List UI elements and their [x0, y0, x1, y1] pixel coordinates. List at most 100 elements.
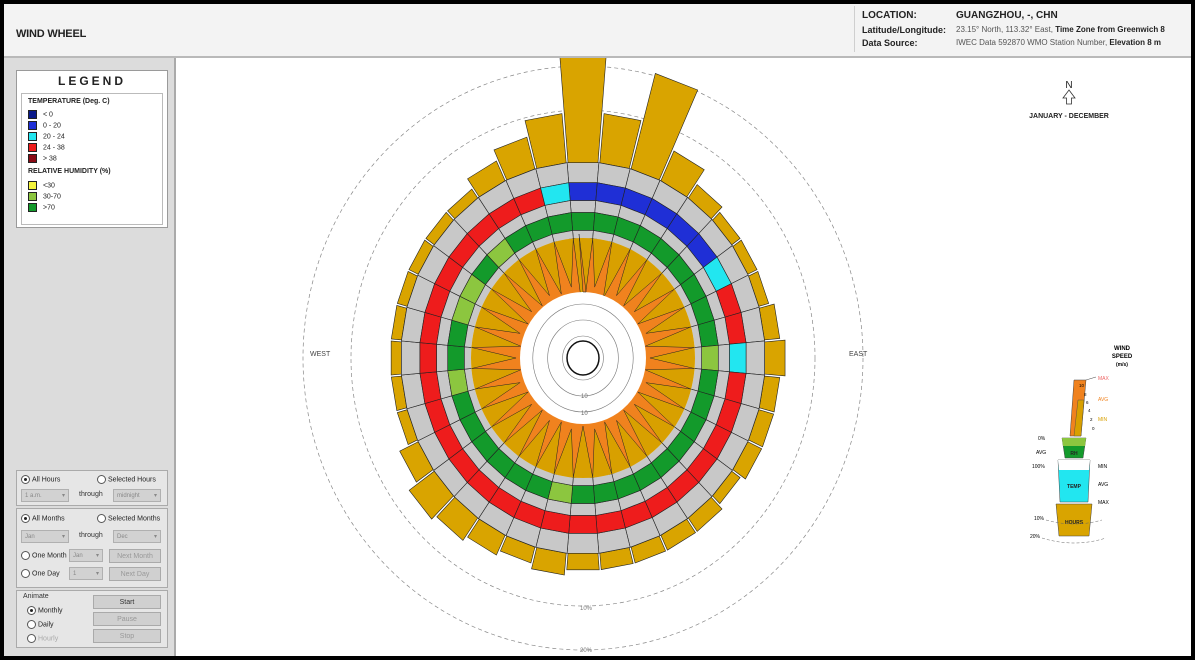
pause-button[interactable]: Pause — [93, 612, 161, 626]
monthly-radio[interactable]: Monthly — [27, 606, 63, 615]
hour-from-select[interactable]: 1 a.m. ▾ — [21, 489, 69, 502]
latlon-value: 23.15° North, 113.32° East, — [956, 25, 1053, 34]
rh-avg: AVG — [1036, 450, 1046, 456]
temp-avg: AVG — [1098, 482, 1108, 488]
east-label: EAST — [849, 351, 868, 358]
compass-north: N — [1065, 80, 1072, 91]
one-month-select[interactable]: Jan ▾ — [69, 549, 103, 562]
speed-legend-title: WIND — [1114, 346, 1131, 352]
legend-swatch — [28, 121, 37, 130]
tick-4: 4 — [1088, 408, 1091, 413]
speed-legend-title: SPEED — [1112, 354, 1133, 360]
app-window: WIND WHEEL LOCATION: GUANGZHOU, -, CHN L… — [4, 4, 1191, 656]
source-value: IWEC Data 592870 WMO Station Number, — [956, 38, 1108, 47]
hourly-radio[interactable]: Hourly — [27, 634, 58, 643]
hour-to-select[interactable]: midnight ▾ — [113, 489, 161, 502]
through-label: through — [79, 491, 103, 498]
one-day-radio[interactable]: One Day — [21, 569, 60, 578]
speed-ring — [562, 335, 604, 381]
inner-tick: 10 — [581, 394, 588, 400]
legend-swatch — [28, 203, 37, 212]
latlon-label: Latitude/Longitude: — [862, 25, 946, 35]
months-box: All Months Selected Months Jan ▾ through … — [16, 508, 168, 588]
next-month-button[interactable]: Next Month — [109, 549, 161, 563]
temp-min: MIN — [1098, 464, 1108, 470]
one-day-select[interactable]: 1 ▾ — [69, 567, 103, 580]
legend-temp-item: < 0 — [28, 110, 53, 119]
speed-ring — [532, 303, 634, 413]
center-circle — [566, 340, 600, 376]
speed-cone-inner — [1073, 399, 1085, 437]
all-months-radio[interactable]: All Months — [21, 514, 65, 523]
humidity-segment — [570, 485, 596, 504]
gray-ring-segment — [569, 503, 597, 516]
hours-10pct: 10% — [1034, 516, 1045, 522]
hours-bar — [764, 339, 786, 377]
legend-box: TEMPERATURE (Deg. C) < 0 0 - 20 20 - 24 … — [21, 93, 163, 225]
tick-10: 10 — [1079, 383, 1085, 388]
legend-temp-item: 24 - 38 — [28, 143, 65, 152]
max-label: MAX — [1098, 376, 1110, 382]
month-to-select[interactable]: Dec ▾ — [113, 530, 161, 543]
hours-label: HOURS — [1065, 520, 1084, 526]
animate-box: Animate Monthly Daily Hourly Start Pause… — [16, 590, 168, 648]
hours-bar — [390, 340, 402, 376]
legend: LEGEND TEMPERATURE (Deg. C) < 0 0 - 20 2… — [16, 70, 168, 228]
next-day-button[interactable]: Next Day — [109, 567, 161, 581]
month-from-select[interactable]: Jan ▾ — [21, 530, 69, 543]
legend-swatch — [28, 110, 37, 119]
legend-temp-item: > 38 — [28, 154, 57, 163]
gray-ring-segment — [745, 340, 765, 376]
hours-20pct: 20% — [1030, 534, 1041, 540]
speed-legend-units: (m/s) — [1116, 362, 1128, 368]
tick-8: 8 — [1084, 392, 1087, 397]
temperature-segment — [568, 182, 598, 201]
pct10-label: 10% — [580, 606, 593, 612]
gray-ring-segment — [693, 346, 702, 370]
gray-ring-segment — [566, 162, 600, 183]
legend-swatch — [28, 143, 37, 152]
legend-rh-item: 30-70 — [28, 192, 61, 201]
legend-swatch — [28, 154, 37, 163]
legend-swatch — [28, 181, 37, 190]
animate-label: Animate — [23, 593, 49, 600]
selected-months-radio[interactable]: Selected Months — [97, 514, 160, 523]
start-button[interactable]: Start — [93, 595, 161, 609]
avg-label: AVG — [1098, 397, 1108, 403]
humidity-segment — [447, 344, 465, 372]
all-hours-radio[interactable]: All Hours — [21, 475, 60, 484]
hours-box: All Hours Selected Hours 1 a.m. ▾ through… — [16, 470, 168, 506]
one-month-radio[interactable]: One Month — [21, 551, 67, 560]
temperature-segment — [419, 342, 437, 374]
selected-hours-radio[interactable]: Selected Hours — [97, 475, 156, 484]
controls-panel: All Hours Selected Hours 1 a.m. ▾ through… — [16, 470, 168, 650]
temperature-heading: TEMPERATURE (Deg. C) — [28, 98, 110, 105]
stop-button[interactable]: Stop — [93, 629, 161, 643]
gray-ring-segment — [572, 477, 594, 486]
period-label: JANUARY - DECEMBER — [1029, 113, 1109, 120]
app-title: WIND WHEEL — [16, 28, 87, 40]
source-label: Data Source: — [862, 38, 918, 48]
temp-label: TEMP — [1067, 484, 1082, 490]
humidity-heading: RELATIVE HUMIDITY (%) — [28, 168, 111, 175]
gray-ring-segment — [569, 200, 597, 213]
wind-wheel-chart: WEST EAST 10% 20% 10 10 N JANUARY - DECE… — [302, 58, 1133, 654]
gray-ring-segment — [464, 346, 473, 370]
inner-tick: 10 — [581, 411, 588, 417]
gray-ring-segment — [572, 230, 594, 239]
daily-radio[interactable]: Daily — [27, 620, 54, 629]
temp-max: MAX — [1098, 500, 1110, 506]
humidity-segment — [701, 344, 719, 372]
temperature-segment — [568, 515, 598, 534]
north-spike — [578, 233, 587, 293]
north-arrow-icon — [1062, 89, 1076, 105]
legend-temp-item: 20 - 24 — [28, 132, 65, 141]
pct20-label: 20% — [580, 648, 593, 654]
left-panel: LEGEND TEMPERATURE (Deg. C) < 0 0 - 20 2… — [4, 58, 176, 656]
rh-100pct: 100% — [1032, 464, 1045, 470]
hours-bar — [566, 553, 600, 571]
timezone-label: Time Zone from Greenwich 8 — [1055, 25, 1165, 34]
rh-label: RH — [1070, 451, 1078, 457]
location-label: LOCATION: — [862, 10, 917, 21]
location-value: GUANGZHOU, -, CHN — [956, 10, 1058, 21]
